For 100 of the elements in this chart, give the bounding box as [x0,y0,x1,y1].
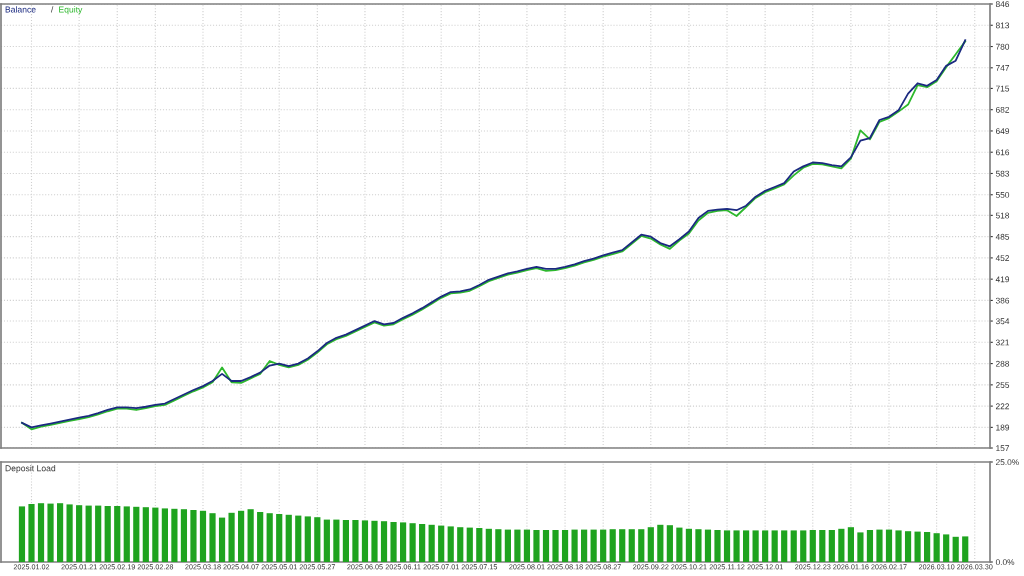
bar [447,526,454,562]
chart-title: Deposit Load [5,465,56,474]
bar [685,528,693,562]
bar [409,523,416,562]
bar [95,505,102,562]
y-tick-label: 649 [995,128,1010,135]
bar [371,520,378,562]
y-tick-label: 288 [995,360,1010,367]
bar [18,506,26,562]
bar [399,522,407,562]
bar [228,512,235,562]
bar [238,510,245,562]
bar [657,524,664,562]
bar [790,530,797,562]
bar [800,530,807,562]
bar [866,530,874,562]
text: Equity [59,6,83,15]
bar [161,508,168,562]
bar [28,504,35,562]
bar [619,529,626,562]
y-tick-label: 682 [995,106,1010,113]
bar [571,529,578,562]
bar [590,529,597,562]
bar [295,515,302,562]
bar [628,529,635,562]
y-tick-label: 518 [995,212,1010,219]
text: Balance [5,6,36,13]
bar [885,529,893,562]
y-tick-label: 550 [995,191,1010,198]
y-tick-label: 386 [995,297,1010,304]
y-tick-label: 419 [995,276,1010,283]
y-tick-label: 0.0% [995,559,1015,566]
bar [904,531,912,562]
bar [133,506,140,562]
bar [352,520,359,562]
bar [257,512,264,562]
bar [37,503,45,562]
bar [342,520,350,562]
bar [752,530,759,562]
bar [123,506,130,562]
bar [285,514,292,562]
bar [809,530,816,562]
bar [742,530,750,562]
y-tick-label: 813 [995,22,1010,29]
bar [114,506,121,562]
y-tick-label: 222 [995,403,1010,410]
bar [666,525,673,562]
bar [66,504,73,562]
bar [199,510,207,562]
bar [218,517,226,562]
bar [600,529,607,562]
bar [47,503,54,562]
y-tick-label: 157 [996,445,1010,452]
bar [876,529,883,562]
bar [419,524,426,562]
bar [523,529,531,562]
bar [76,505,83,562]
bar [695,529,702,562]
y-tick-label: 747 [995,65,1010,71]
y-tick-label: 780 [995,43,1010,50]
bar [647,527,654,562]
bar [847,527,854,562]
bar [676,527,683,562]
bar [514,529,521,562]
bar [733,530,740,562]
bar [962,536,969,562]
bar [723,530,731,562]
bar [819,530,826,562]
bar [857,532,864,562]
bar [924,532,931,562]
bar [361,520,369,562]
bar [180,509,188,562]
annotation: / [50,6,54,13]
bar [552,530,559,562]
bar [333,519,340,562]
bar [943,534,950,562]
bar [609,529,616,562]
bar [762,530,769,562]
bar [638,529,645,562]
bar [56,503,64,562]
bar [542,530,550,562]
bar [171,508,178,562]
bar [276,514,283,562]
bar [828,530,835,562]
bar [152,507,159,562]
bar [581,529,588,562]
bar [933,533,940,562]
y-tick-label: 616 [995,149,1010,156]
bar [380,521,388,562]
bar [190,510,197,562]
bar [428,524,435,562]
bar [314,517,321,562]
bar [457,527,464,562]
bar [952,536,959,562]
bar [914,531,921,562]
bar [781,530,788,562]
bar [438,525,445,562]
bar [504,529,511,562]
y-tick-label: 354 [995,318,1010,325]
bar [771,530,778,562]
